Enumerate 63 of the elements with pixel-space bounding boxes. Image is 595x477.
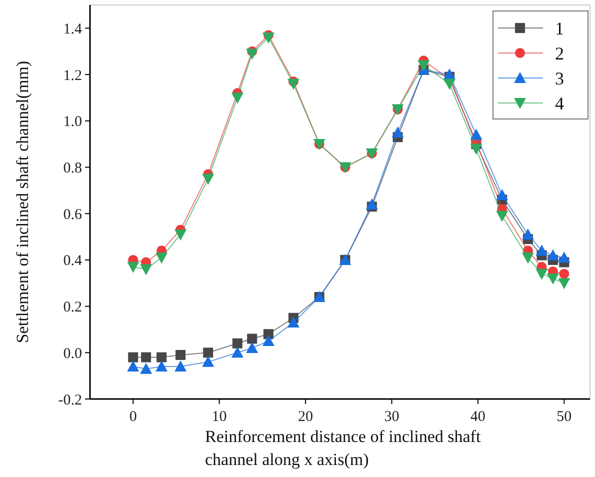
- point: [496, 189, 508, 200]
- y-tick-label: 0.2: [63, 300, 82, 316]
- point: [496, 210, 508, 222]
- point: [443, 68, 456, 80]
- x-tick-label: 50: [556, 409, 572, 425]
- point: [127, 360, 140, 372]
- point: [546, 273, 559, 284]
- point: [392, 126, 404, 138]
- point: [246, 48, 258, 60]
- legend-label: 4: [555, 93, 564, 114]
- point: [246, 342, 258, 354]
- y-tick-label: 0.0: [63, 346, 82, 362]
- point: [287, 78, 300, 90]
- point: [536, 244, 548, 256]
- point: [559, 268, 570, 279]
- y-tick-label: -0.2: [58, 392, 82, 408]
- point: [174, 229, 187, 240]
- point: [202, 174, 214, 185]
- point: [202, 356, 214, 367]
- legend-label: 3: [555, 68, 564, 88]
- point: [156, 360, 168, 372]
- point: [231, 92, 244, 104]
- point: [232, 338, 242, 348]
- point: [203, 348, 214, 358]
- point: [558, 252, 570, 263]
- y-axis-title: Settlement of inclined shaft channel(mm): [13, 60, 32, 344]
- point: [470, 128, 482, 140]
- point: [287, 316, 300, 328]
- y-tick-label: 1.4: [63, 21, 82, 38]
- point: [141, 352, 152, 362]
- point: [176, 350, 186, 360]
- point: [174, 360, 187, 372]
- point: [443, 78, 456, 90]
- point: [262, 32, 274, 44]
- y-tick-label: 1.2: [63, 68, 82, 84]
- x-tick-label: 0: [129, 409, 137, 425]
- point: [522, 252, 534, 264]
- point: [128, 352, 138, 362]
- point: [522, 228, 534, 240]
- legend-label: 1: [555, 18, 564, 38]
- y-tick-label: 0.6: [63, 206, 82, 223]
- point: [418, 60, 430, 72]
- x-tick-label: 40: [470, 409, 486, 425]
- point: [140, 362, 152, 374]
- point: [231, 346, 244, 358]
- point: [156, 352, 167, 362]
- point: [262, 335, 274, 346]
- y-tick-label: 1.0: [63, 114, 82, 130]
- x-tick-label: 20: [298, 409, 314, 425]
- point: [140, 264, 152, 276]
- point: [156, 252, 168, 264]
- point: [127, 262, 140, 273]
- point: [546, 249, 559, 260]
- y-tick-label: 0.8: [63, 160, 82, 176]
- x-axis-title: Reinforcement distance of inclined shaft channel along x axis(m): [205, 427, 481, 469]
- point: [536, 268, 548, 280]
- y-tick-label: 0.4: [63, 253, 82, 270]
- legend-label: 2: [555, 43, 564, 64]
- point: [558, 278, 570, 290]
- x-tick-label: 10: [212, 409, 227, 425]
- x-tick-label: 30: [384, 409, 400, 425]
- point: [247, 334, 258, 344]
- point: [366, 198, 378, 210]
